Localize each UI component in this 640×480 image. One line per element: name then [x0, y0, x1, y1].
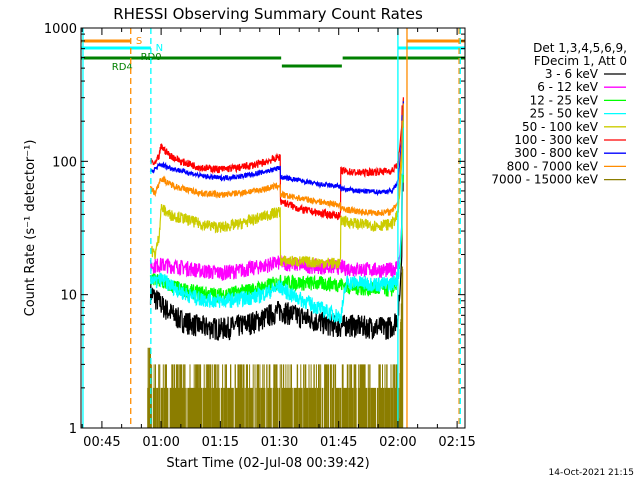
series-6-12-kev-line [149, 107, 404, 281]
series-7000-15000kev-line [147, 266, 404, 428]
legend-header: FDecim 1, Att 0 [534, 54, 627, 68]
y-tick-label: 10 [60, 289, 77, 304]
legend-entry-label: 100 - 300 keV [514, 133, 598, 147]
x-tick-label: 01:45 [320, 435, 357, 450]
legend-entry-label: 25 - 50 keV [530, 107, 599, 121]
x-tick-label: 00:45 [83, 435, 120, 450]
legend-entry-label: 3 - 6 keV [545, 67, 599, 81]
flag-label-n: N [156, 43, 163, 54]
flag-label-s: S [136, 36, 142, 47]
y-tick-label: 1000 [44, 22, 77, 37]
legend-entry-label: 800 - 7000 keV [507, 159, 599, 173]
series-25-50-kev-line [149, 110, 404, 324]
chart-title: RHESSI Observing Summary Count Rates [113, 5, 423, 23]
x-tick-label: 02:00 [379, 435, 416, 450]
y-tick-label: 1 [69, 422, 77, 437]
x-tick-label: 02:15 [438, 435, 475, 450]
series-50-100-kev-line [150, 99, 404, 270]
series-3-6-kev-line [149, 110, 404, 341]
x-axis-label: Start Time (02-Jul-08 00:39:42) [166, 456, 369, 471]
flag-label-rd4: RD4 [112, 62, 133, 73]
legend-entry-label: 7000 - 15000 keV [491, 173, 598, 187]
plot-frame [80, 27, 466, 429]
x-tick-label: 01:30 [261, 435, 298, 450]
legend-entry-label: 12 - 25 keV [530, 93, 599, 107]
x-tick-label: 01:00 [142, 435, 179, 450]
legend-header: Det 1,3,4,5,6,9, [533, 41, 627, 55]
legend-entry-label: 300 - 800 keV [514, 146, 598, 160]
legend-entry-label: 6 - 12 keV [537, 80, 599, 94]
flag-label-rd0: RD0 [141, 52, 162, 63]
footer-date: 14-Oct-2021 21:15 [549, 468, 634, 478]
y-tick-label: 100 [52, 155, 77, 170]
y-axis-label: Count Rate (s⁻¹ detector⁻¹) [23, 140, 38, 317]
series-300-800-kev-line [149, 101, 404, 197]
series-800-7000-kev-line [149, 103, 404, 217]
legend-entry-label: 50 - 100 keV [522, 120, 599, 134]
series-100-300-kev-line [149, 97, 404, 221]
x-tick-label: 01:15 [202, 435, 239, 450]
